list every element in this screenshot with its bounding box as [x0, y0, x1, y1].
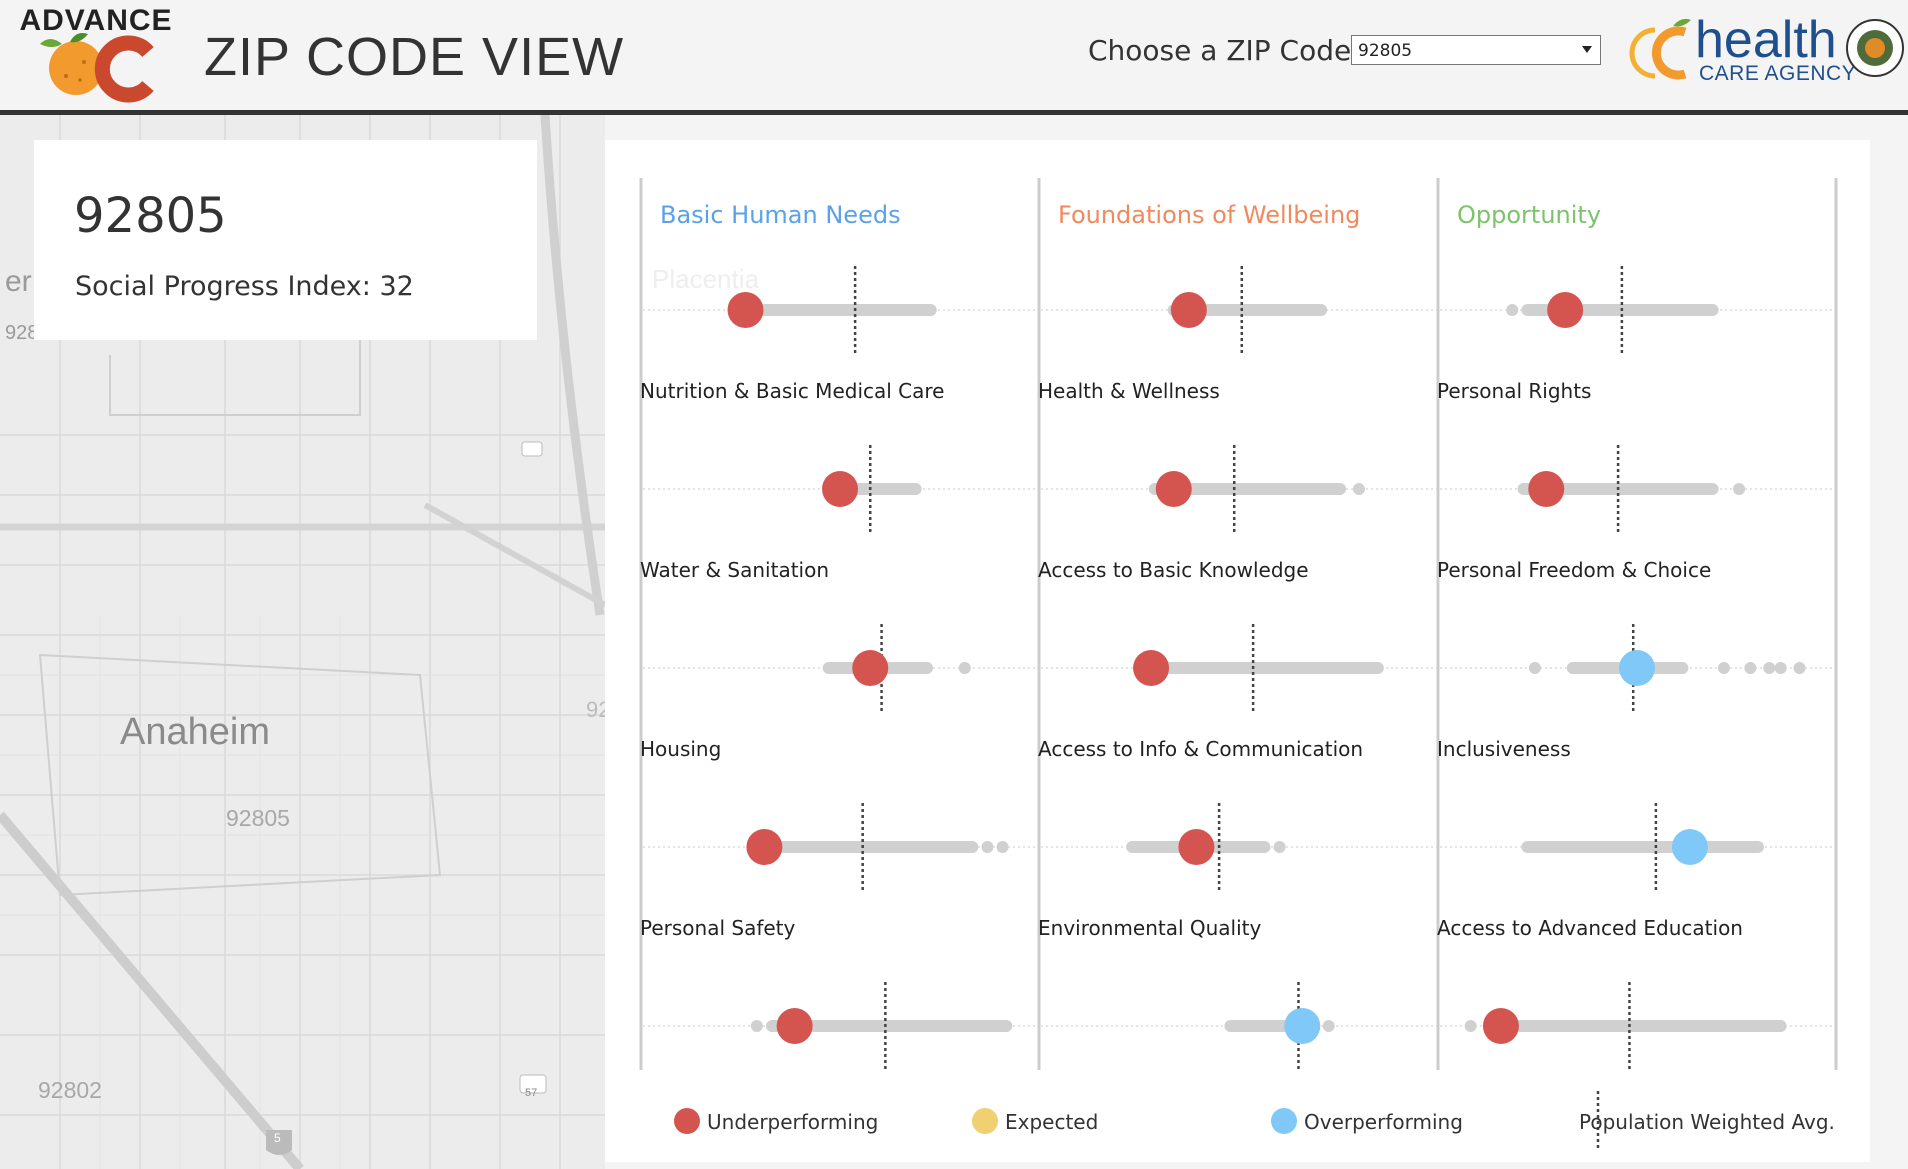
legend-underperforming-dot	[674, 1108, 700, 1134]
zip-code-heading: 92805	[74, 188, 227, 244]
zip-score-dot	[776, 1008, 813, 1044]
distribution-dot	[1793, 662, 1806, 674]
zip-select-label: Choose a ZIP Code:	[1088, 34, 1361, 67]
county-seal-icon	[1846, 19, 1904, 77]
agency-subtitle: CARE AGENCY	[1699, 62, 1857, 85]
agency-name: health	[1695, 11, 1837, 69]
oc-health-care-agency-logo[interactable]: health CARE AGENCY	[1615, 11, 1904, 90]
app-header: ADVANCE ZIP CODE VIEW Choose a ZIP Code:…	[0, 0, 1908, 115]
distribution-dot	[996, 841, 1009, 853]
distribution-dot	[1528, 662, 1541, 674]
component-label: Environmental Quality	[1038, 916, 1262, 940]
zip-score-dot	[1170, 292, 1207, 328]
zip-score-dot	[822, 471, 858, 507]
zip-score-dot	[1155, 471, 1192, 507]
component-label: Inclusiveness	[1437, 737, 1571, 761]
distribution-dot	[958, 662, 971, 674]
zip-score-dot	[1528, 471, 1565, 507]
map-city-label: Anaheim	[120, 711, 270, 753]
social-progress-chart: Placentia Basic Human Needs Nutrition & B…	[605, 140, 1870, 1162]
route-5-shield: 5	[274, 1131, 281, 1145]
dimension-heading: Foundations of Wellbeing	[1058, 201, 1360, 229]
chevron-down-icon[interactable]	[1582, 46, 1592, 53]
distribution-dot	[1506, 304, 1519, 316]
zip-score-dot	[1671, 829, 1708, 865]
social-progress-index: Social Progress Index: 32	[75, 271, 414, 302]
map-zip-label: 92802	[38, 1077, 102, 1103]
zip-score-dot	[1178, 829, 1215, 865]
component-label: Personal Safety	[640, 916, 796, 940]
zip-code-dropdown-value: 92805	[1358, 41, 1413, 61]
zip-score-dot	[1619, 650, 1655, 686]
component-label: Personal Rights	[1437, 379, 1591, 403]
distribution-dot	[1774, 662, 1787, 674]
zip-info-card: 92805 Social Progress Index: 32	[34, 140, 537, 340]
legend-expected-dot	[972, 1108, 998, 1134]
zip-score-dot	[746, 829, 783, 865]
map-zip-label: 92805	[226, 805, 290, 831]
component-label: Access to Advanced Education	[1437, 916, 1743, 940]
advance-oc-wordmark: ADVANCE	[19, 4, 173, 37]
distribution-dot	[1464, 1020, 1477, 1032]
zip-score-dot	[1482, 1008, 1519, 1044]
zip-score-dot	[1547, 292, 1584, 328]
zip-score-dot	[852, 650, 889, 686]
dimension-heading: Basic Human Needs	[660, 201, 901, 229]
legend-overperforming-dot	[1271, 1108, 1297, 1134]
legend-label: Expected	[1005, 1110, 1098, 1134]
dot-strip-chart: Basic Human Needs Nutrition & Basic Medic…	[639, 178, 1838, 1151]
component-label: Water & Sanitation	[640, 558, 829, 582]
distribution-dot	[1744, 662, 1757, 674]
component-label: Nutrition & Basic Medical Care	[640, 379, 944, 403]
legend-label: Population Weighted Avg.	[1579, 1110, 1835, 1134]
route-57-shield: 57	[525, 1087, 538, 1099]
map-zip-label: 92	[586, 697, 605, 722]
component-label: Health & Wellness	[1038, 379, 1220, 403]
component-label: Housing	[640, 737, 721, 761]
distribution-dot	[981, 841, 994, 853]
distribution-dot	[1763, 662, 1776, 674]
legend-label: Overperforming	[1304, 1110, 1463, 1134]
legend-label: Underperforming	[707, 1110, 878, 1134]
oc-swoosh-icon	[1629, 18, 1691, 80]
component-label: Access to Basic Knowledge	[1038, 558, 1309, 582]
advance-oc-logo[interactable]: ADVANCE	[10, 4, 182, 104]
map-edge-label: er	[5, 265, 32, 298]
distribution-dot	[1322, 1020, 1335, 1032]
dimension-heading: Opportunity	[1457, 201, 1601, 229]
distribution-dot	[1352, 483, 1365, 495]
distribution-dot	[1733, 483, 1746, 495]
distribution-dot	[750, 1020, 763, 1032]
distribution-dot	[1717, 662, 1730, 674]
map-place-label: Placentia	[652, 264, 759, 294]
zip-score-dot	[1284, 1008, 1321, 1044]
zip-code-dropdown[interactable]: 92805	[1351, 35, 1601, 65]
component-label: Access to Info & Communication	[1038, 737, 1363, 761]
zip-score-dot	[727, 292, 764, 328]
orange-oc-icon	[40, 33, 154, 103]
page-title: ZIP CODE VIEW	[204, 27, 625, 87]
distribution-dot	[1273, 841, 1286, 853]
zip-score-dot	[1133, 650, 1170, 686]
component-label: Personal Freedom & Choice	[1437, 558, 1711, 582]
